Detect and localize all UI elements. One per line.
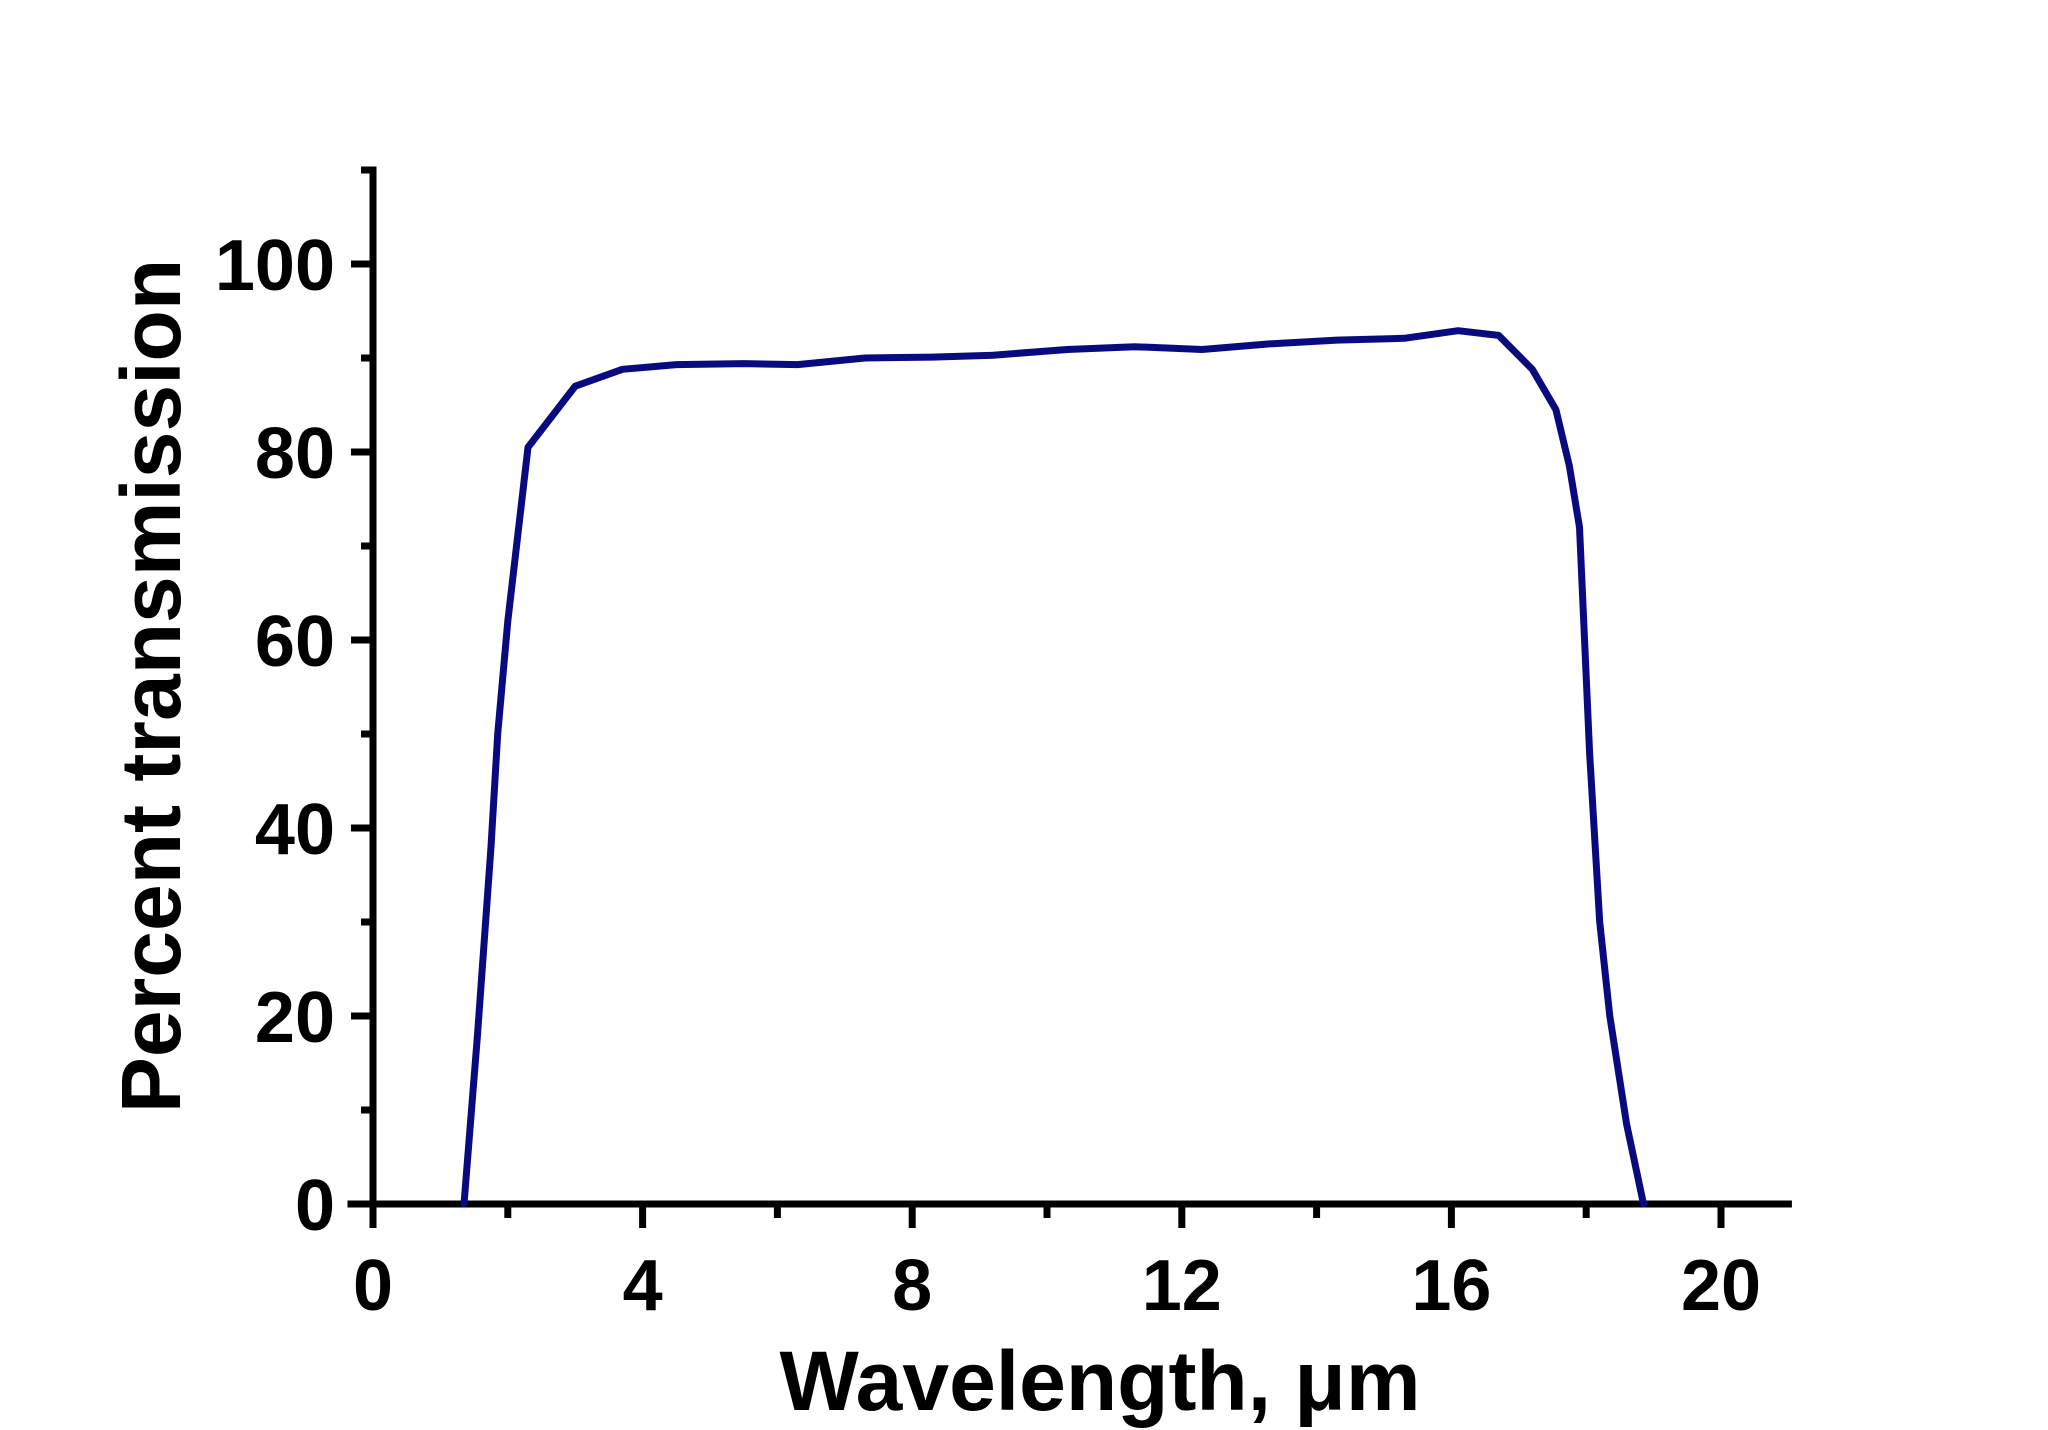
x-tick-label: 0 — [353, 1246, 393, 1326]
y-tick-label: 40 — [255, 790, 335, 870]
y-tick-label: 60 — [255, 602, 335, 682]
x-tick-label: 8 — [892, 1246, 932, 1326]
y-tick-label: 80 — [255, 414, 335, 494]
y-axis-title: Percent transmission — [104, 259, 198, 1113]
y-ticks: 0 20 40 60 80 100 — [215, 166, 373, 1246]
axes — [347, 166, 1792, 1208]
x-tick-label: 16 — [1411, 1246, 1491, 1326]
y-tick-label: 20 — [255, 978, 335, 1058]
series-line-transmission — [460, 327, 1647, 1208]
x-tick-label: 4 — [623, 1246, 663, 1326]
x-ticks: 0 4 8 12 16 20 — [353, 1204, 1761, 1326]
x-tick-label: 20 — [1681, 1246, 1761, 1326]
series-layer — [460, 327, 1647, 1208]
x-axis-title: Wavelength, μm — [779, 1334, 1420, 1428]
y-tick-label: 100 — [215, 226, 335, 306]
y-tick-label: 0 — [295, 1166, 335, 1246]
x-tick-label: 12 — [1142, 1246, 1222, 1326]
